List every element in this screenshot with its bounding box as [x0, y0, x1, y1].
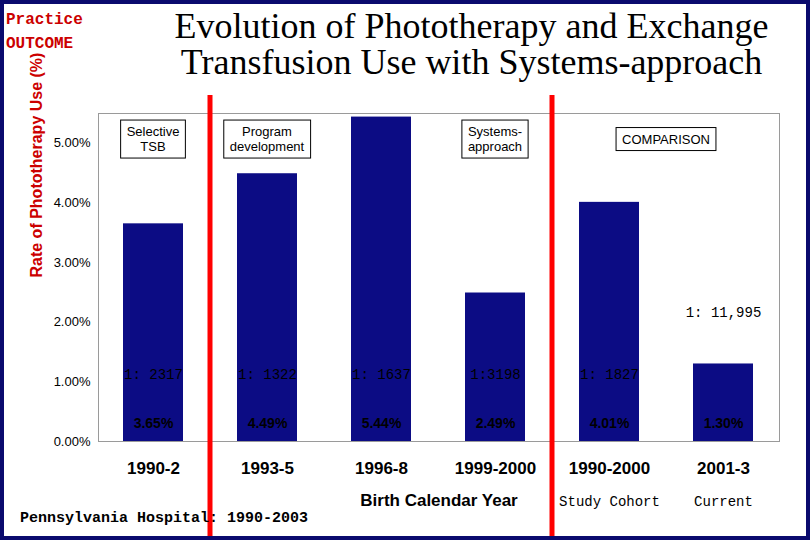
svg-text:4.01%: 4.01% — [590, 415, 630, 431]
svg-text:Study Cohort: Study Cohort — [559, 494, 660, 510]
svg-text:5.44%: 5.44% — [362, 415, 402, 431]
svg-text:2.00%: 2.00% — [54, 314, 91, 329]
svg-text:1990-2: 1990-2 — [127, 459, 180, 478]
svg-text:1996-8: 1996-8 — [355, 459, 408, 478]
svg-text:1: 11,995: 1: 11,995 — [686, 305, 762, 321]
svg-text:Birth Calendar Year: Birth Calendar Year — [360, 491, 518, 510]
svg-text:Systems-approach: Systems-approach — [468, 124, 522, 154]
svg-text:1: 1827: 1: 1827 — [580, 367, 639, 383]
svg-text:1.30%: 1.30% — [704, 415, 744, 431]
svg-text:1990-2000: 1990-2000 — [569, 459, 650, 478]
svg-text:1:3198: 1:3198 — [470, 367, 520, 383]
html-text:Practice: Practice — [6, 11, 83, 29]
svg-text:Programdevelopment: Programdevelopment — [230, 124, 305, 154]
svg-text:2.49%: 2.49% — [476, 415, 516, 431]
html-text:Pennsylvania Hospital: 1990-20: Pennsylvania Hospital: 1990-2003 — [20, 510, 308, 527]
svg-text:3.00%: 3.00% — [54, 255, 91, 270]
svg-text:1: 1322: 1: 1322 — [238, 367, 297, 383]
html-text:Evolution of Phototherapy and: Evolution of Phototherapy and Exchange T… — [174, 6, 769, 82]
svg-text:1999-2000: 1999-2000 — [455, 459, 536, 478]
svg-text:COMPARISON: COMPARISON — [622, 132, 710, 147]
svg-text:1993-5: 1993-5 — [241, 459, 294, 478]
svg-text:0.00%: 0.00% — [54, 434, 91, 449]
svg-text:4.49%: 4.49% — [248, 415, 288, 431]
svg-text:1.00%: 1.00% — [54, 374, 91, 389]
svg-text:5.00%: 5.00% — [54, 135, 91, 150]
svg-text:3.65%: 3.65% — [134, 415, 174, 431]
svg-text:Current: Current — [694, 494, 753, 510]
svg-text:SelectiveTSB: SelectiveTSB — [127, 124, 180, 154]
svg-text:4.00%: 4.00% — [54, 195, 91, 210]
svg-text:1: 2317: 1: 2317 — [124, 367, 183, 383]
svg-text:2001-3: 2001-3 — [697, 459, 750, 478]
html-text:OUTCOME: OUTCOME — [6, 35, 74, 53]
svg-text:Rate of Phototherapy Use (%): Rate of Phototherapy Use (%) — [28, 53, 45, 278]
svg-text:1: 1637: 1: 1637 — [352, 367, 411, 383]
